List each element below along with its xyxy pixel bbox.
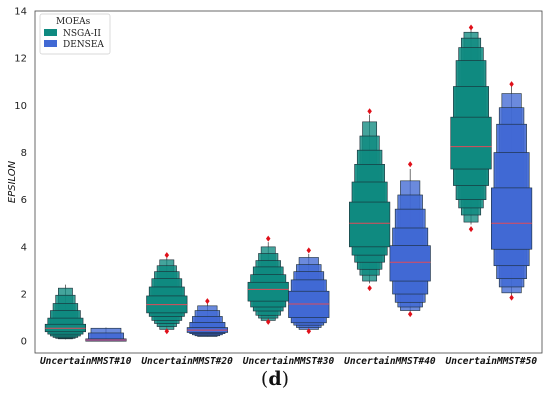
- boxen-level: [247, 281, 289, 302]
- boxen-level: [450, 116, 492, 170]
- y-ticks: 0 2 4 6 8 10 12 14: [14, 7, 27, 348]
- boxen-level: [349, 201, 391, 248]
- boxen-densea: [389, 161, 431, 318]
- legend-title: MOEAs: [56, 17, 91, 27]
- boxen-level: [490, 187, 533, 250]
- outlier-point: [407, 161, 413, 168]
- boxen-groups: [44, 24, 533, 342]
- legend-swatch-densea: [44, 40, 57, 47]
- outlier-point: [407, 311, 413, 318]
- boxen-densea: [186, 298, 228, 337]
- y-tick-label: 14: [14, 7, 27, 18]
- x-tick-label: UncertainMMST#50: [446, 356, 538, 365]
- x-tick-label: UncertainMMST#10: [40, 356, 132, 365]
- caption-letter: d: [268, 368, 282, 390]
- caption-close: ): [281, 368, 290, 390]
- boxen-nsga-ii: [349, 108, 391, 292]
- outlier-point: [265, 235, 271, 242]
- legend-label-densea: DENSEA: [63, 40, 104, 50]
- x-tick-label: UncertainMMST#30: [243, 356, 335, 365]
- plot-frame: [34, 10, 543, 354]
- y-axis-label: EPSILON: [7, 160, 18, 203]
- legend-frame: [39, 13, 111, 55]
- figure-caption: (d): [0, 368, 550, 390]
- caption-open: (: [260, 368, 269, 390]
- y-tick-label: 8: [21, 148, 27, 159]
- boxen-nsga-ii: [450, 24, 492, 233]
- outlier-point: [205, 298, 210, 305]
- outlier-point: [306, 247, 312, 254]
- y-tick-label: 0: [21, 337, 27, 348]
- y-tick-label: 2: [21, 290, 27, 301]
- x-tick-label: UncertainMMST#20: [141, 356, 233, 365]
- x-tick-label: UncertainMMST#40: [344, 356, 436, 365]
- legend-label-nsga-ii: NSGA-II: [63, 29, 101, 39]
- boxen-nsga-ii: [44, 284, 87, 340]
- outlier-point: [509, 294, 514, 301]
- y-tick-label: 4: [21, 242, 27, 253]
- outlier-point: [468, 226, 474, 233]
- y-tick-label: 10: [14, 101, 27, 112]
- outlier-point: [164, 252, 170, 259]
- y-tick-label: 6: [21, 195, 27, 206]
- y-tick-label: 12: [14, 54, 27, 65]
- boxen-level: [389, 245, 431, 282]
- legend: MOEAs NSGA-II DENSEA: [39, 13, 111, 55]
- boxen-nsga-ii: [146, 252, 188, 335]
- outlier-point: [265, 318, 271, 325]
- x-tick-labels: UncertainMMST#10 UncertainMMST#20 Uncertai…: [40, 356, 537, 365]
- boxen-densea: [490, 81, 533, 301]
- boxen-densea: [288, 247, 330, 335]
- outlier-point: [367, 108, 372, 115]
- boxen-nsga-ii: [247, 235, 289, 325]
- outlier-point: [509, 81, 514, 88]
- outlier-point: [306, 328, 312, 335]
- outlier-point: [164, 328, 170, 335]
- legend-swatch-nsga-ii: [44, 29, 57, 36]
- outlier-point: [367, 285, 372, 292]
- boxen-densea: [85, 327, 127, 342]
- outlier-point: [468, 24, 474, 31]
